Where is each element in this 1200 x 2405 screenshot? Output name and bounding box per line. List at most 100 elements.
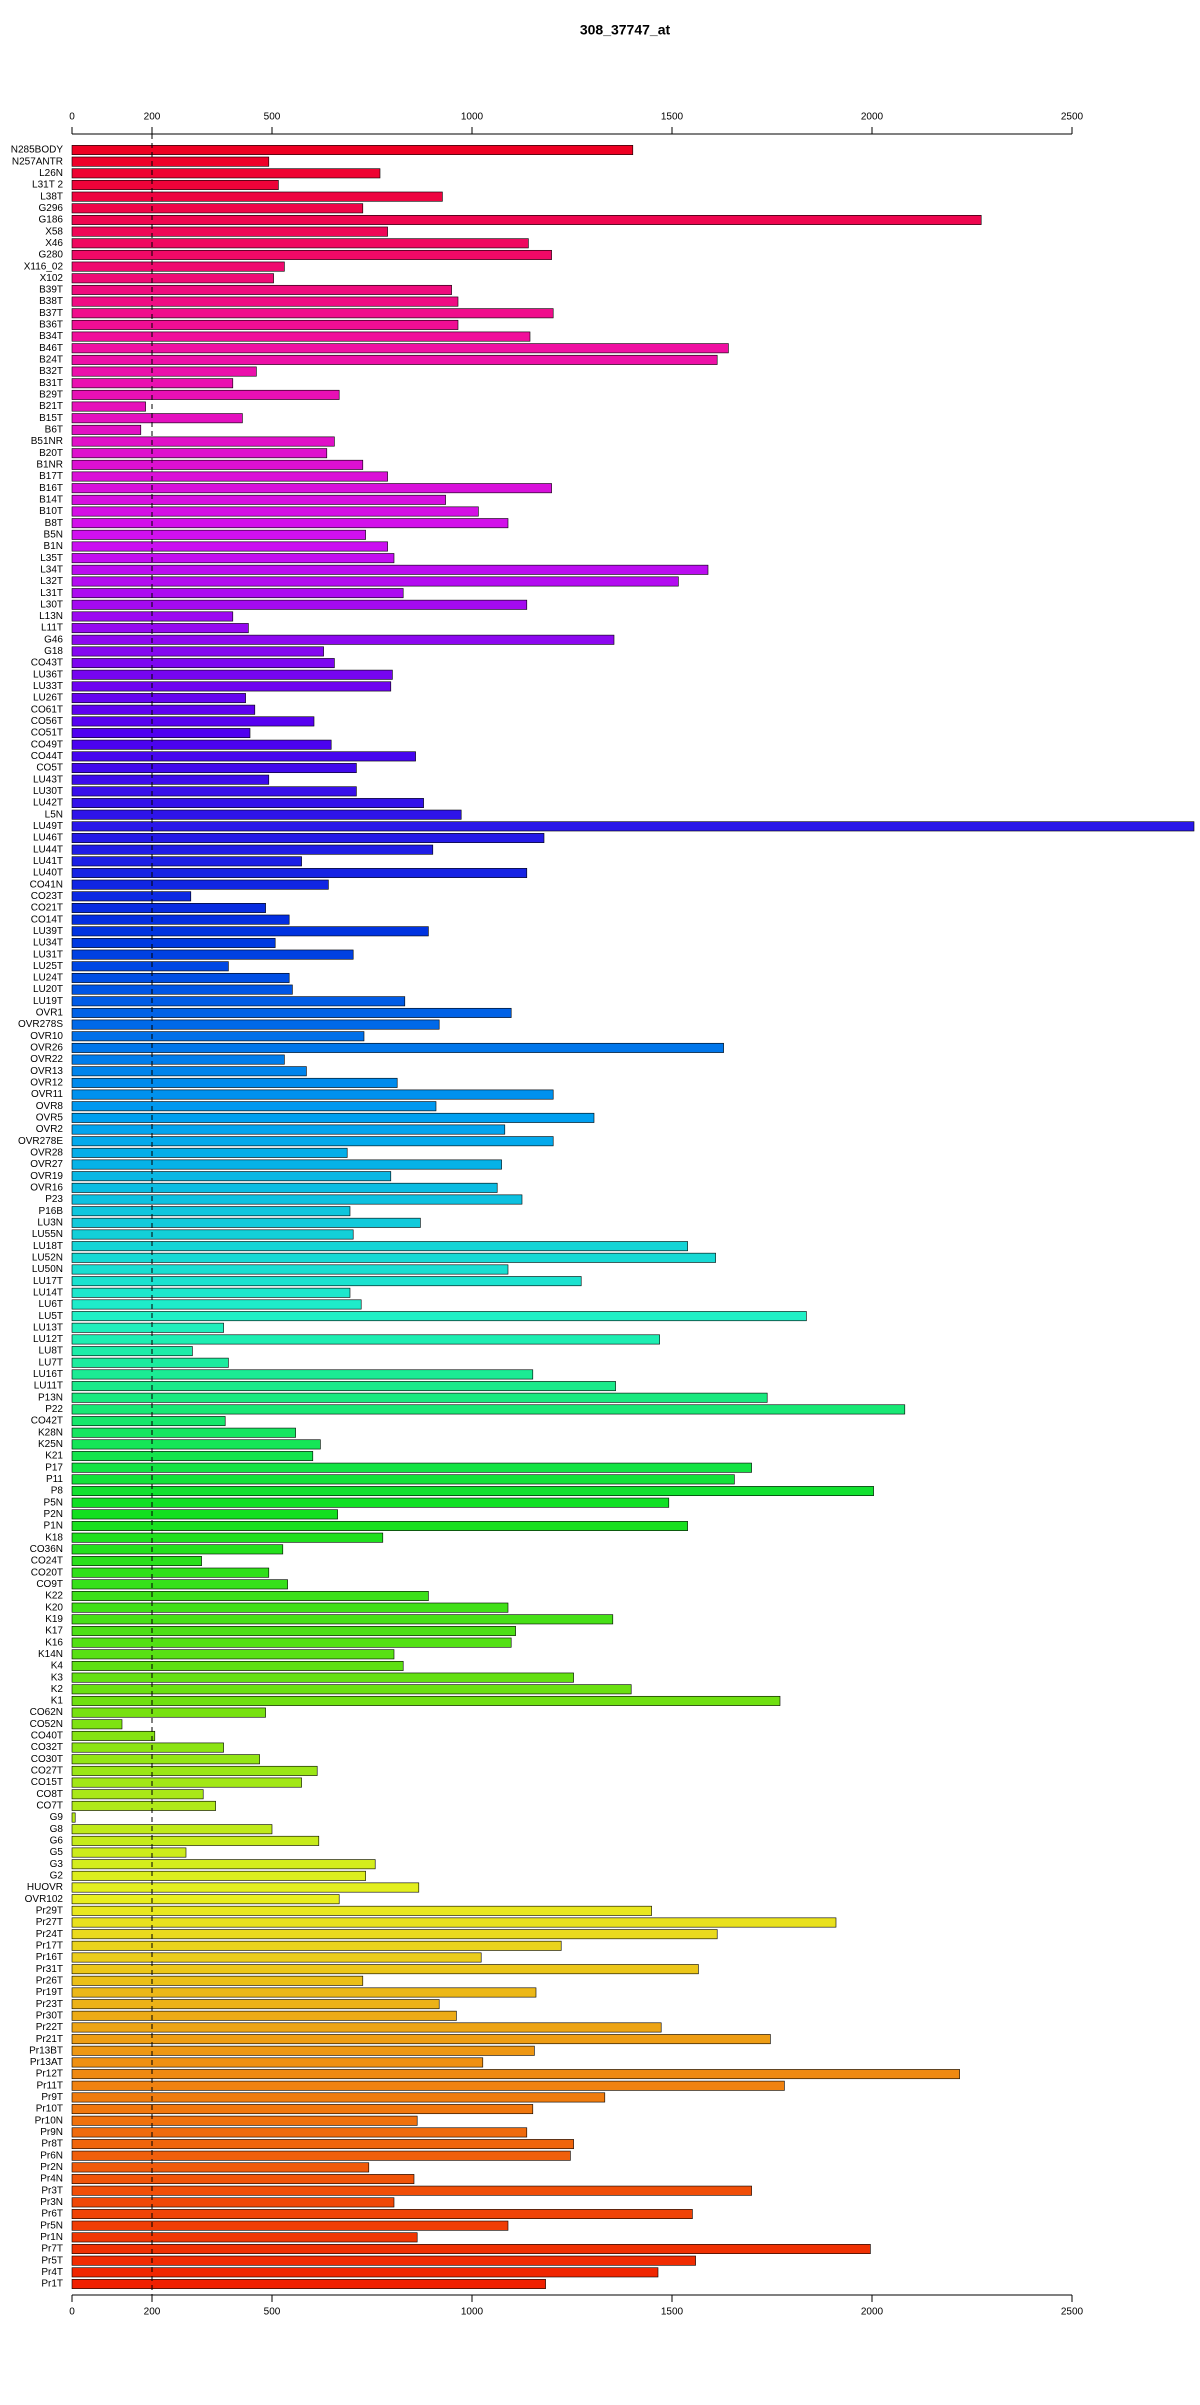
y-tick-label: Pr5T — [41, 2255, 63, 2266]
y-tick-label: Pr31T — [36, 1964, 63, 1975]
y-tick-label: B39T — [39, 285, 63, 296]
bar — [71, 1381, 616, 1392]
bar — [71, 1206, 351, 1217]
bar — [71, 1451, 314, 1462]
y-tick-label: Pr3N — [40, 2197, 63, 2208]
y-tick-label: Pr22T — [36, 2022, 63, 2033]
y-tick-label: P11 — [46, 1474, 63, 1485]
y-tick-label: LU19T — [33, 996, 63, 1007]
bar — [71, 156, 270, 167]
bar — [71, 1101, 437, 1112]
y-tick-label: Pr3T — [41, 2185, 63, 2196]
x-tick-label: 2500 — [1061, 112, 1084, 123]
y-tick-label: B32T — [39, 366, 63, 377]
y-tick-label: B6T — [45, 425, 63, 436]
y-tick-label: G46 — [44, 634, 63, 645]
bar — [71, 1311, 807, 1322]
y-tick-label: Pr4N — [40, 2174, 63, 2185]
y-tick-label: X58 — [45, 226, 63, 237]
bar — [71, 739, 332, 750]
y-tick-label: B29T — [39, 390, 63, 401]
bar — [71, 1241, 688, 1252]
bar — [71, 1077, 398, 1088]
bar — [71, 1369, 534, 1380]
bar — [71, 1019, 440, 1030]
bar — [71, 879, 329, 890]
x-tick-label: 500 — [264, 2307, 281, 2318]
y-tick-label: L11T — [41, 623, 63, 634]
bar — [71, 1800, 216, 1811]
bar — [71, 2255, 696, 2266]
bar — [71, 2244, 871, 2254]
y-tick-label: K3 — [51, 1672, 64, 1683]
y-tick-label: LU33T — [33, 681, 63, 692]
y-tick-label: K2 — [51, 1684, 64, 1695]
y-tick-label: LU7T — [39, 1357, 63, 1368]
y-tick-label: CO56T — [31, 716, 63, 727]
y-tick-label: Pr30T — [36, 2010, 63, 2021]
y-tick-label: B31T — [39, 378, 63, 389]
bar — [71, 868, 528, 878]
bar — [71, 1824, 273, 1835]
y-tick-label: Pr8T — [41, 2139, 63, 2150]
y-tick-label: LU50N — [32, 1264, 63, 1275]
y-tick-label: CO14T — [31, 914, 63, 925]
y-tick-label: P1N — [44, 1521, 63, 1532]
y-tick-label: CO41N — [30, 879, 63, 890]
y-tick-label: CO36N — [30, 1544, 63, 1555]
bar — [71, 238, 529, 249]
y-tick-label: OVR2 — [36, 1124, 64, 1135]
bar — [71, 2197, 395, 2208]
bar — [71, 774, 270, 785]
bar — [71, 1171, 392, 1182]
bar — [71, 1719, 123, 1730]
bar — [71, 1042, 724, 1053]
bar — [71, 2034, 771, 2045]
y-tick-label: LU42T — [33, 798, 63, 809]
bar — [71, 856, 302, 867]
bar — [71, 215, 982, 225]
bar — [71, 1579, 288, 1590]
y-tick-label: CO49T — [31, 739, 63, 750]
y-tick-label: G18 — [44, 646, 63, 657]
y-tick-label: LU5T — [39, 1311, 63, 1322]
x-tick-label: 0 — [69, 2307, 75, 2318]
bar — [71, 2045, 535, 2056]
bar — [71, 389, 340, 400]
y-tick-label: Pr19T — [36, 1987, 63, 1998]
bar — [71, 1066, 307, 1077]
y-tick-label: B8T — [45, 518, 63, 529]
bar — [71, 1882, 420, 1893]
y-tick-label: B38T — [39, 296, 63, 307]
y-tick-label: OVR11 — [31, 1089, 63, 1100]
y-tick-label: LU46T — [33, 833, 63, 844]
y-tick-label: CO9T — [36, 1579, 63, 1590]
bar — [71, 1007, 512, 1018]
bar — [71, 891, 192, 902]
bar — [71, 669, 393, 680]
y-tick-label: Pr1N — [40, 2232, 63, 2243]
bar — [71, 1112, 595, 1123]
y-tick-label: OVR19 — [30, 1171, 63, 1182]
y-tick-label: Pr7T — [41, 2244, 63, 2255]
y-tick-label: CO40T — [31, 1731, 63, 1742]
bar — [71, 1462, 752, 1473]
y-tick-label: K25N — [38, 1439, 63, 1450]
bar — [71, 1754, 260, 1765]
y-tick-label: B51NR — [31, 436, 63, 447]
y-tick-label: LU20T — [33, 984, 63, 995]
y-tick-label: L38T — [40, 191, 63, 202]
x-tick-label: 200 — [144, 112, 161, 123]
y-tick-label: CO27T — [31, 1766, 63, 1777]
bar — [71, 599, 528, 610]
y-tick-label: LU55N — [32, 1229, 63, 1240]
bar — [71, 354, 718, 365]
y-tick-label: Pr5N — [40, 2220, 63, 2231]
y-tick-label: HUOVR — [27, 1882, 63, 1893]
bar — [71, 1159, 502, 1170]
bar — [71, 471, 388, 482]
bar — [71, 1532, 384, 1543]
bar — [71, 1870, 366, 1881]
bar — [71, 1194, 523, 1205]
